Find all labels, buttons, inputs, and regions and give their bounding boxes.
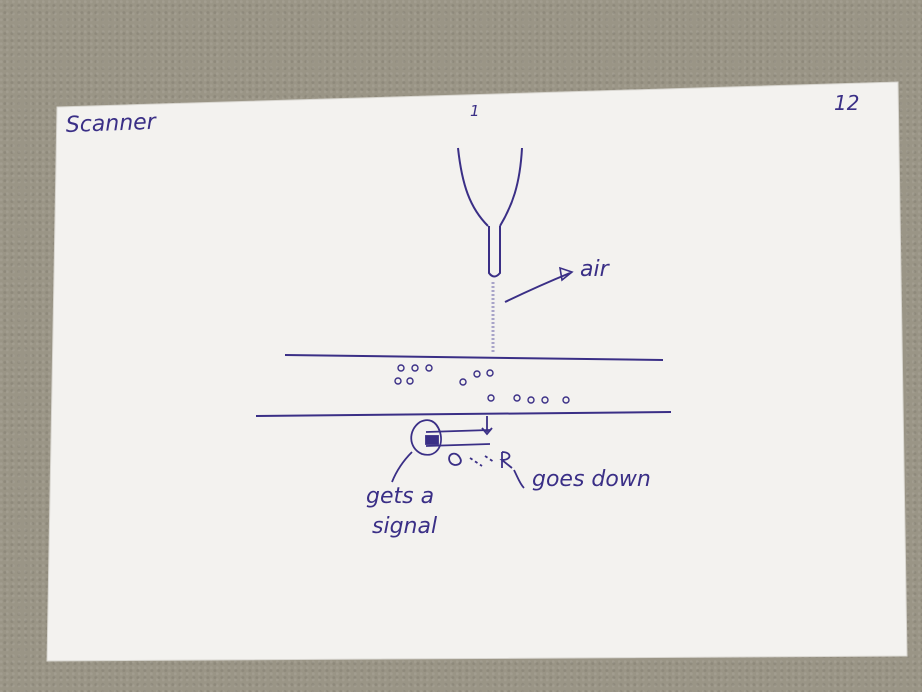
- page-number: 12: [834, 91, 859, 115]
- channel-top-line: [284, 354, 664, 361]
- signal-label: signal: [372, 514, 437, 539]
- goes-down-pointer-sketch: [513, 469, 525, 489]
- air-label: air: [580, 257, 611, 282]
- air-arrowhead-sketch: [558, 266, 574, 282]
- gets-a-label: gets a: [366, 484, 434, 509]
- channel-bottom-line: [255, 411, 672, 417]
- signal-pointer-sketch: [391, 451, 413, 483]
- particles-sketch: [394, 364, 570, 404]
- nozzle-tip-sketch: [488, 226, 501, 278]
- air-nozzle-sketch: [457, 147, 523, 227]
- top-mark: 1: [470, 102, 480, 120]
- air-arrow-sketch: [504, 272, 571, 303]
- goes-down-label: goes down: [532, 467, 651, 492]
- sensor-sketch: [410, 416, 513, 469]
- card-title: Scanner: [65, 110, 158, 138]
